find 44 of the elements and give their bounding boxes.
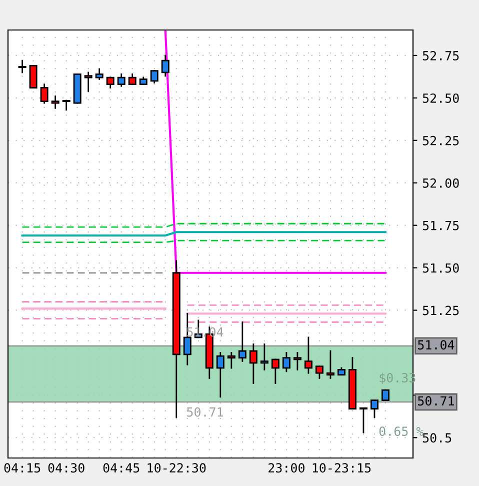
candlestick [40, 84, 48, 104]
candlestick [84, 72, 92, 92]
x-tick-label: 04:30 [48, 463, 84, 473]
candlestick [227, 352, 236, 369]
candlestick [150, 70, 158, 84]
x-tick-label: 10-23:15 [312, 463, 371, 473]
candlestick [128, 73, 136, 86]
y-tick-label: 51.75 [422, 220, 459, 230]
candlestick [238, 321, 246, 362]
candlestick [51, 96, 60, 109]
y-tick-label: 50.5 [422, 433, 452, 443]
y-tick-label: 52.50 [422, 93, 459, 103]
annotation: 50.71 [187, 407, 223, 417]
candlestick [249, 344, 258, 384]
x-tick-label: 23:00 [268, 463, 304, 473]
candlestick [359, 407, 368, 434]
candlestick [293, 352, 302, 370]
y-tick-label: 51.25 [422, 306, 459, 316]
candlestick [117, 73, 126, 87]
candlestick [161, 54, 170, 77]
ref-line-label: 50.71 [418, 396, 454, 406]
annotation: 0.65 % [379, 426, 424, 436]
candlestick [381, 389, 390, 401]
candlestick [315, 366, 324, 379]
y-tick-label: 52.00 [422, 178, 459, 188]
y-tick-label: 51.50 [422, 263, 459, 273]
y-tick-label: 52.25 [422, 136, 459, 146]
x-tick-label: 04:45 [103, 463, 140, 473]
candlestick [95, 68, 104, 80]
x-tick-label: 10-22:30 [148, 463, 206, 473]
candlestick [18, 60, 26, 74]
x-tick-label: 04:15 [4, 463, 40, 473]
candlestick [106, 76, 114, 88]
candlestick [29, 64, 38, 88]
candlestick [282, 352, 290, 372]
y-tick-label: 52.75 [422, 50, 459, 60]
candlestick [326, 350, 334, 379]
ref-line-label: 51.04 [418, 340, 454, 350]
candlestick [370, 400, 378, 418]
candlestick [304, 336, 312, 374]
candlestick [260, 344, 268, 370]
candlestick [62, 100, 70, 111]
candlestick [271, 358, 280, 384]
candlestick [216, 352, 224, 398]
